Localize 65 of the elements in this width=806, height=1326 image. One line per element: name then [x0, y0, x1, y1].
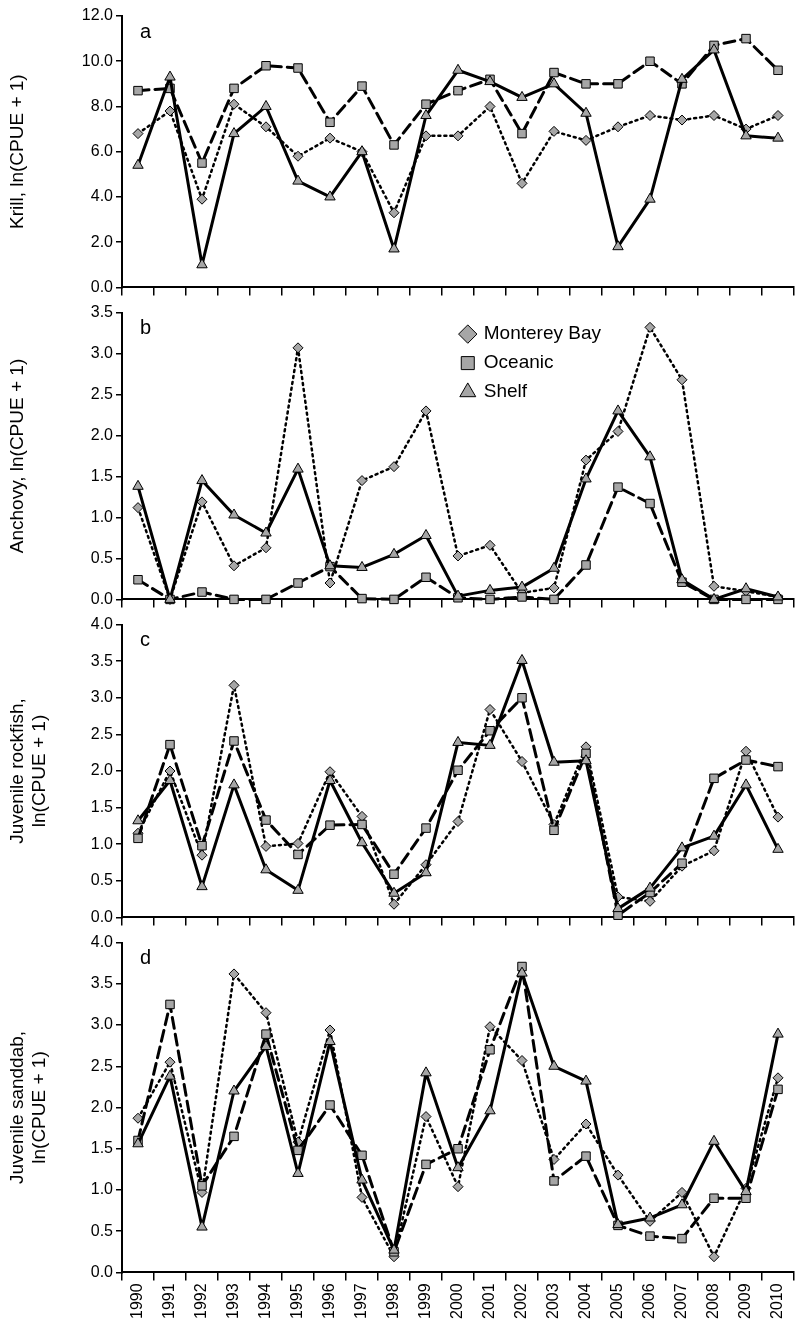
x-tick-label: 1992 — [192, 1283, 210, 1319]
y-tick-label: 0.0 — [90, 277, 114, 295]
y-tick-label: 0.0 — [90, 907, 114, 925]
y-tick-label: 2.5 — [90, 1056, 114, 1074]
x-tick-label: 2000 — [448, 1283, 466, 1319]
y-tick-label: 2.0 — [90, 761, 114, 779]
x-tick-label: 1995 — [288, 1283, 306, 1319]
y-axis-title: Juvenile rockfish, ln(CPUE + 1) — [5, 698, 50, 844]
y-tick-label: 4.0 — [90, 933, 114, 951]
annotation: d — [140, 946, 152, 969]
y-tick-label: 2.5 — [90, 384, 114, 402]
y-tick-label: 0.0 — [90, 589, 114, 607]
x-tick-label: 2005 — [608, 1283, 626, 1319]
x-tick-label: 2001 — [480, 1283, 498, 1319]
x-tick-label: 2010 — [768, 1283, 786, 1319]
y-tick-label: 3.0 — [90, 688, 114, 706]
x-tick-label: 1998 — [384, 1283, 402, 1319]
y-tick-label: 3.5 — [90, 651, 114, 669]
y-axis-title: Krill, ln(CPUE + 1) — [5, 74, 27, 230]
y-tick-label: 2.0 — [90, 232, 114, 250]
y-tick-label: 1.0 — [90, 834, 114, 852]
annotation: a — [140, 19, 152, 42]
y-tick-label: 0.5 — [90, 1221, 114, 1239]
x-tick-label: 1991 — [160, 1283, 178, 1319]
y-tick-label: 2.0 — [90, 1097, 114, 1115]
annotation: c — [140, 628, 150, 651]
x-tick-label: 2006 — [640, 1283, 658, 1319]
x-tick-label: 2008 — [704, 1283, 722, 1319]
y-tick-label: 6.0 — [90, 142, 114, 160]
x-tick-label: 1993 — [224, 1283, 242, 1319]
y-tick-label: 0.5 — [90, 871, 114, 889]
y-tick-label: 1.5 — [90, 466, 114, 484]
y-tick-label: 3.0 — [90, 343, 114, 361]
legend-label: Oceanic — [483, 351, 554, 373]
y-tick-label: 2.5 — [90, 724, 114, 742]
y-tick-label: 1.5 — [90, 1139, 114, 1157]
x-tick-label: 1999 — [416, 1283, 434, 1319]
y-tick-label: 3.5 — [90, 303, 114, 321]
y-tick-label: 3.0 — [90, 1015, 114, 1033]
x-tick-label: 1997 — [352, 1283, 370, 1319]
y-axis-title: Juvenile sanddab, ln(CPUE + 1) — [5, 1030, 50, 1185]
x-tick-label: 2009 — [736, 1283, 754, 1319]
x-tick-label: 2007 — [672, 1283, 690, 1319]
x-tick-label: 1996 — [320, 1283, 338, 1319]
y-tick-label: 2.0 — [90, 425, 114, 443]
y-tick-label: 0.0 — [90, 1262, 114, 1280]
y-axis-title: Anchovy, ln(CPUE + 1) — [5, 358, 27, 554]
legend-label: Monterey Bay — [483, 322, 602, 344]
x-tick-label: 2003 — [544, 1283, 562, 1319]
y-tick-label: 8.0 — [90, 96, 114, 114]
y-tick-label: 10.0 — [81, 51, 114, 69]
y-tick-label: 4.0 — [90, 187, 114, 205]
x-tick-label: 2002 — [512, 1283, 530, 1319]
y-tick-label: 1.5 — [90, 798, 114, 816]
y-tick-label: 12.0 — [81, 6, 114, 24]
legend-label: Shelf — [483, 380, 528, 402]
y-tick-label: 1.0 — [90, 1180, 114, 1198]
y-tick-label: 3.5 — [90, 974, 114, 992]
y-tick-label: 4.0 — [90, 615, 114, 633]
x-tick-label: 2004 — [576, 1283, 594, 1319]
x-tick-label: 1990 — [128, 1283, 146, 1319]
annotation: b — [140, 316, 152, 339]
y-tick-label: 0.5 — [90, 548, 114, 566]
y-tick-label: 1.0 — [90, 507, 114, 525]
x-tick-label: 1994 — [256, 1283, 274, 1319]
